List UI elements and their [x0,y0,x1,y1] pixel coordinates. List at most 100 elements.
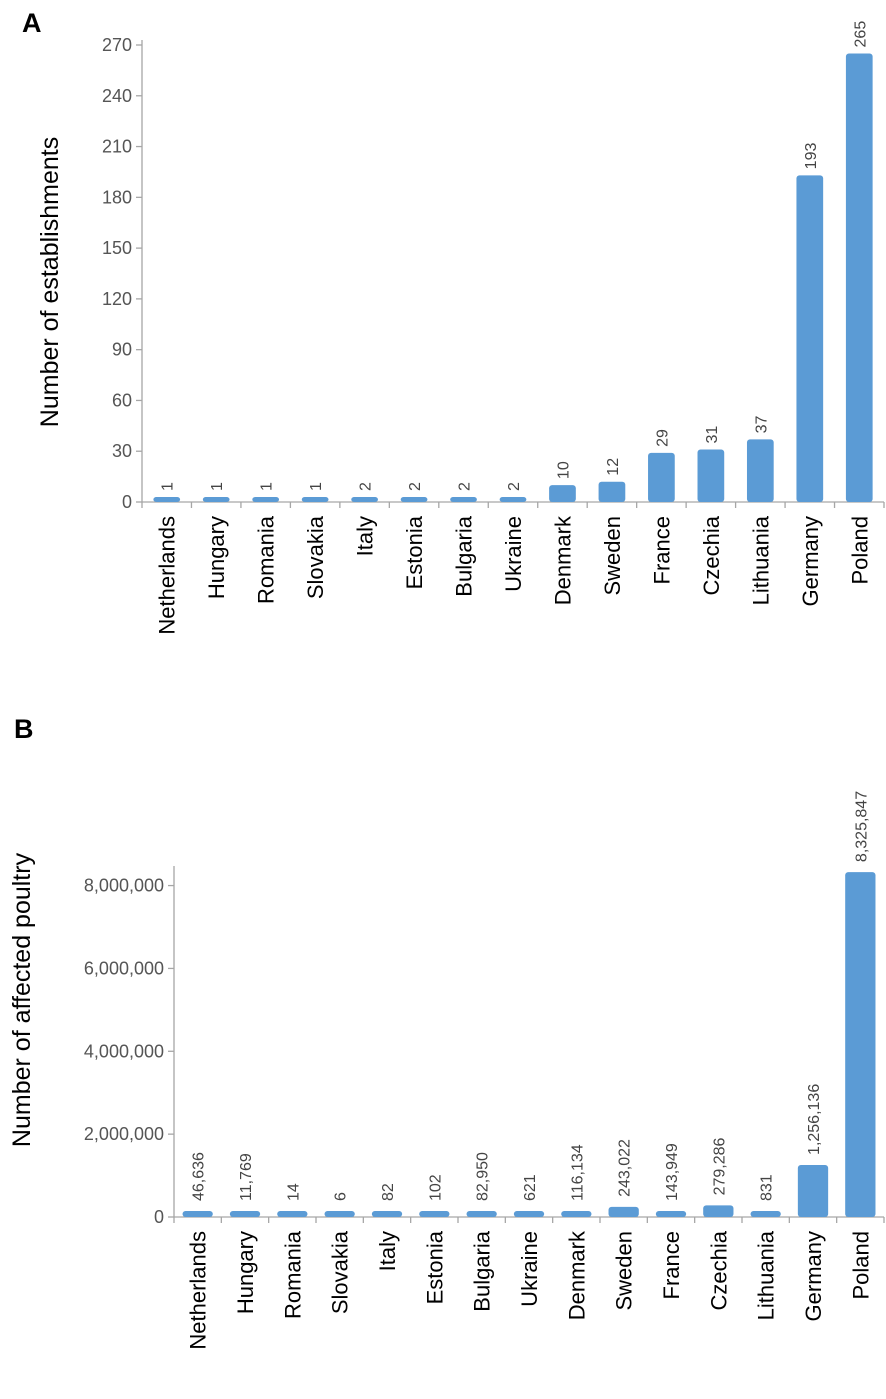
y-tick-label-a: 120 [102,289,132,309]
data-label-a-slovakia: 1 [308,482,325,491]
bar-a-netherlands [153,497,181,502]
data-label-b-netherlands: 46,636 [191,1152,208,1201]
data-label-b-poland: 8,325,847 [853,791,870,862]
bar-a-slovakia [301,497,329,502]
panel-label-a: A [22,8,42,38]
bar-b-ukraine [513,1211,545,1217]
y-tick-label-b: 4,000,000 [84,1041,164,1061]
x-tick-label-b-slovakia: Slovakia [328,1230,353,1314]
data-label-a-netherlands: 1 [160,482,177,491]
bar-b-slovakia [324,1211,355,1217]
bar-b-germany [797,1164,829,1217]
data-label-a-ukraine: 2 [506,482,523,491]
bar-b-sweden [608,1206,639,1217]
x-tick-label-b-romania: Romania [280,1230,305,1319]
bar-b-lithuania [750,1211,781,1217]
y-tick-label-b: 2,000,000 [84,1124,164,1144]
bar-a-italy [351,497,378,502]
x-tick-label-a-italy: Italy [353,516,378,556]
bar-a-romania [252,497,280,502]
data-label-b-sweden: 243,022 [617,1139,634,1197]
data-label-b-czechia: 279,286 [711,1137,728,1195]
bar-b-bulgaria [466,1211,497,1217]
bar-b-france [655,1211,687,1217]
y-tick-label-a: 270 [102,35,132,55]
x-tick-label-a-denmark: Denmark [550,515,575,605]
bar-b-romania [277,1211,308,1217]
data-label-b-hungary: 11,769 [238,1153,255,1201]
data-label-a-poland: 265 [852,21,869,48]
data-label-b-italy: 82 [380,1183,397,1201]
data-label-a-romania: 1 [259,482,276,491]
bar-a-sweden [598,481,626,502]
x-tick-label-b-czechia: Czechia [706,1230,731,1310]
data-label-b-estonia: 102 [427,1174,444,1201]
bar-a-germany [796,175,824,502]
x-tick-label-b-poland: Poland [848,1231,873,1300]
chart-b-plot: 0 2,000,000 4,000,000 6,000,000 8,000,000 46,… [84,791,885,1350]
data-label-a-estonia: 2 [407,482,424,491]
bar-b-estonia [419,1211,450,1217]
data-label-b-ukraine: 621 [522,1174,539,1201]
data-label-a-denmark: 10 [555,461,572,479]
x-tick-label-a-estonia: Estonia [402,515,427,589]
bar-a-ukraine [499,497,527,502]
data-label-b-romania: 14 [285,1183,302,1201]
y-tick-label-a: 180 [102,187,132,207]
data-label-a-hungary: 1 [209,482,226,491]
bar-a-estonia [400,497,428,502]
bar-a-lithuania [746,439,774,502]
bar-b-netherlands [182,1211,213,1217]
data-label-b-denmark: 116,134 [569,1144,586,1201]
panel-label-b: B [14,714,34,744]
y-tick-label-a: 210 [102,137,132,157]
y-tick-label-b: 0 [154,1207,164,1227]
x-tick-label-a-romania: Romania [254,515,279,604]
x-tick-label-b-estonia: Estonia [422,1230,447,1304]
x-tick-label-a-germany: Germany [798,516,823,606]
x-tick-label-b-lithuania: Lithuania [754,1230,779,1320]
data-label-a-germany: 193 [803,143,820,170]
x-tick-label-b-ukraine: Ukraine [517,1231,542,1307]
x-tick-label-b-sweden: Sweden [612,1231,637,1311]
bar-b-denmark [561,1211,592,1217]
y-tick-label-a: 150 [102,238,132,258]
x-tick-label-a-poland: Poland [847,516,872,585]
y-tick-label-a: 90 [112,340,132,360]
x-tick-label-b-denmark: Denmark [564,1230,589,1320]
bar-a-denmark [549,485,576,502]
x-tick-label-a-sweden: Sweden [600,516,625,596]
x-tick-label-b-netherlands: Netherlands [186,1231,211,1350]
data-label-b-france: 143,949 [664,1143,681,1201]
bar-a-france [648,452,675,502]
x-tick-label-b-italy: Italy [375,1231,400,1271]
data-label-a-sweden: 12 [605,458,622,476]
data-label-b-bulgaria: 82,950 [475,1152,492,1201]
y-tick-label-a: 240 [102,86,132,106]
x-tick-label-a-czechia: Czechia [699,515,724,595]
data-label-a-italy: 2 [358,482,375,491]
bar-b-poland [845,872,876,1217]
x-tick-label-b-germany: Germany [801,1231,826,1321]
x-tick-label-a-slovakia: Slovakia [303,515,328,599]
y-axis-title-a: Number of establishments [36,137,64,427]
y-tick-label-a: 60 [112,390,132,410]
data-label-b-slovakia: 6 [333,1192,350,1201]
x-tick-label-b-bulgaria: Bulgaria [470,1230,495,1311]
x-tick-label-a-bulgaria: Bulgaria [452,515,477,596]
x-tick-label-a-lithuania: Lithuania [748,515,773,605]
data-label-a-france: 29 [654,429,671,447]
y-axis-title-b: Number of affected poultry [8,852,36,1147]
data-label-b-lithuania: 831 [759,1174,776,1201]
x-tick-label-b-hungary: Hungary [233,1231,258,1314]
bar-a-hungary [202,497,230,502]
y-tick-label-a: 30 [112,441,132,461]
x-tick-label-a-ukraine: Ukraine [501,516,526,592]
bar-b-czechia [703,1205,734,1217]
data-label-a-czechia: 31 [704,426,721,444]
bar-b-hungary [229,1211,261,1217]
x-tick-label-b-france: France [659,1231,684,1299]
chart-a-plot: 03060901201501802102402701Netherlands1Hu… [102,21,885,635]
y-tick-label-a: 0 [122,492,132,512]
